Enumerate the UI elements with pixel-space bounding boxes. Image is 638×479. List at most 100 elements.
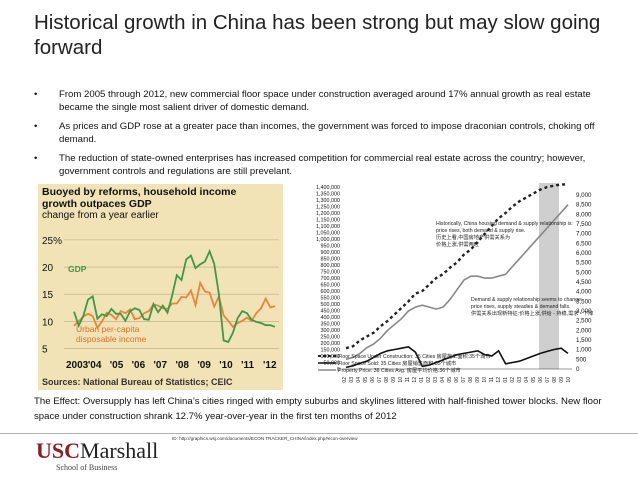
y-gridlines — [64, 239, 279, 349]
annotation-historical-en1: Historically, China housing demand & sup… — [436, 221, 573, 227]
x-tick-label: '12 — [263, 360, 277, 371]
x-tick-labels: 2003'04 '05 '06 '07 '08 '09 '10 '11 '12 — [66, 360, 277, 371]
left-axis-label: 800,000 — [321, 263, 341, 269]
x-axis-label: 02 — [426, 377, 432, 383]
price-series-line — [345, 204, 569, 361]
x-axis-label: 05 — [363, 377, 369, 383]
right-axis-label: 5,500 — [576, 260, 592, 267]
annotation-historical-zh2: 价格上涨,供需两旺 — [436, 240, 479, 248]
right-axis-labels: 9,000 8,500 8,000 7,500 7,000 6,500 6,000 5,500… — [576, 192, 592, 373]
y-tick-label: 15 — [42, 290, 54, 301]
annotation-change-en2: price rises, supply steadies & demand fa… — [471, 304, 570, 310]
right-axis-label: 2,500 — [576, 318, 592, 325]
left-axis-label: 1,400,000 — [316, 185, 340, 191]
left-axis-label: 1,100,000 — [316, 224, 340, 230]
bullet-marker: • — [34, 152, 38, 164]
right-axis-label: 500 — [576, 356, 587, 363]
x-axis-label: 10 — [566, 377, 572, 383]
right-axis-label: 7,500 — [576, 221, 592, 228]
left-axis-label: 700,000 — [321, 276, 341, 282]
x-axis-label: 03 — [349, 377, 355, 383]
x-tick-label: '07 — [154, 360, 168, 371]
sold-series-line — [345, 346, 569, 369]
right-axis-label: 6,000 — [576, 250, 592, 257]
right-axis-label: 1,500 — [576, 337, 592, 344]
x-axis-label: 09 — [475, 377, 481, 383]
x-axis-label: 08 — [552, 377, 558, 383]
x-tick-label: '05 — [110, 360, 124, 371]
left-axis-label: 1,350,000 — [316, 191, 340, 197]
right-axis-label: 3,000 — [576, 308, 592, 315]
income-series-line — [73, 280, 276, 330]
income-gdp-chart-svg: Buoyed by reforms, household income grow… — [38, 184, 283, 390]
left-axis-label: 650,000 — [321, 282, 341, 288]
y-tick-label: 25% — [42, 236, 62, 247]
gdp-series-label: GDP — [68, 264, 87, 274]
annotation-historical-en2: price rises, both demand & supply rise. — [436, 228, 525, 234]
chart-subtitle: change from a year earlier — [42, 210, 159, 221]
y-tick-label: 5 — [42, 345, 48, 356]
gdp-series-line — [73, 248, 276, 344]
left-axis-label: 1,000,000 — [316, 237, 340, 243]
left-axis-label: 1,050,000 — [316, 230, 340, 236]
y-tick-labels: 25% 20 15 10 5 — [42, 236, 62, 356]
construction-series-line — [345, 183, 568, 350]
x-axis-label: 02 — [510, 377, 516, 383]
x-axis-label: 01 — [503, 377, 509, 383]
x-axis-label: 12 — [412, 377, 418, 383]
left-axis-label: 450,000 — [321, 308, 341, 314]
right-axis-label: 7,000 — [576, 231, 592, 238]
left-axis-label: 300,000 — [321, 328, 341, 334]
left-axis-label: 150,000 — [321, 347, 341, 353]
left-axis-label: 350,000 — [321, 321, 341, 327]
x-axis-label: 01 — [419, 377, 425, 383]
x-tick-label: '08 — [175, 360, 189, 371]
x-axis-label: 03 — [433, 377, 439, 383]
x-axis-label: 04 — [356, 377, 362, 383]
x-axis-label: 06 — [370, 377, 376, 383]
x-axis-label: 08 — [468, 377, 474, 383]
x-axis-label: 02 — [342, 377, 348, 383]
x-tick-label: '10 — [219, 360, 233, 371]
logo-wordmark: USCMarshall — [36, 440, 158, 462]
left-axis-label: 1,200,000 — [316, 211, 340, 217]
highlight-period — [539, 183, 559, 369]
x-axis-label: 11 — [405, 377, 411, 382]
x-axis-label: 05 — [531, 377, 537, 383]
y-tick-label: 20 — [42, 263, 54, 274]
x-axis-label: 05 — [447, 377, 453, 383]
income-series-label-line1: Urban per-capita — [76, 324, 140, 334]
bullet-item: • As prices and GDP rose at a greater pa… — [34, 120, 604, 147]
x-axis-label: 10 — [482, 377, 488, 383]
left-axis-label: 600,000 — [321, 289, 341, 295]
left-axis-label: 1,250,000 — [316, 204, 340, 210]
bullet-text: As prices and GDP rose at a greater pace… — [59, 120, 595, 146]
left-axis-label: 550,000 — [321, 295, 341, 301]
x-tick-label: '04 — [88, 360, 102, 371]
chart-background — [38, 184, 283, 390]
left-axis-label: 0 — [337, 367, 340, 373]
effect-paragraph: The Effect: Oversupply has left China’s … — [34, 396, 602, 422]
x-axis-label: 04 — [524, 377, 530, 383]
left-axis-label: 850,000 — [321, 256, 341, 262]
right-axis-label: 1,000 — [576, 347, 592, 354]
x-axis-label: 03 — [517, 377, 523, 383]
bullet-text: The reduction of state-owned enterprises… — [59, 152, 586, 178]
x-axis-label: 04 — [440, 377, 446, 383]
bullet-list: • From 2005 through 2012, new commercial… — [34, 88, 604, 183]
logo-usc: USC — [36, 438, 81, 463]
right-axis-label: 6,500 — [576, 240, 592, 247]
x-axis-labels: 02 03 04 05 06 07 08 09 10 11 12 01 02 03 04 05 06 07 08 09… — [342, 377, 572, 383]
x-axis-label: 09 — [559, 377, 565, 383]
right-axis-label: 8,000 — [576, 211, 592, 218]
right-axis-label: 4,500 — [576, 279, 592, 286]
left-axis-label: 1,300,000 — [316, 198, 340, 204]
right-axis-label: 9,000 — [576, 192, 592, 199]
bullet-item: • From 2005 through 2012, new commercial… — [34, 88, 604, 115]
annotation-change-zh: 供需关系出现新特征:价格上涨,供给 - 持稳,需求 - 下降 — [471, 309, 593, 317]
legend-price: Property Price: 36 Cities Avg. 房屋平均价格:36… — [338, 366, 461, 374]
income-series-label-line2: disposable income — [76, 334, 147, 344]
legend-construction: Floor Space Under Construction: 35 Citie… — [338, 352, 491, 360]
chart-title-line1: Buoyed by reforms, household income — [42, 186, 236, 198]
x-tick-label: '09 — [197, 360, 211, 371]
